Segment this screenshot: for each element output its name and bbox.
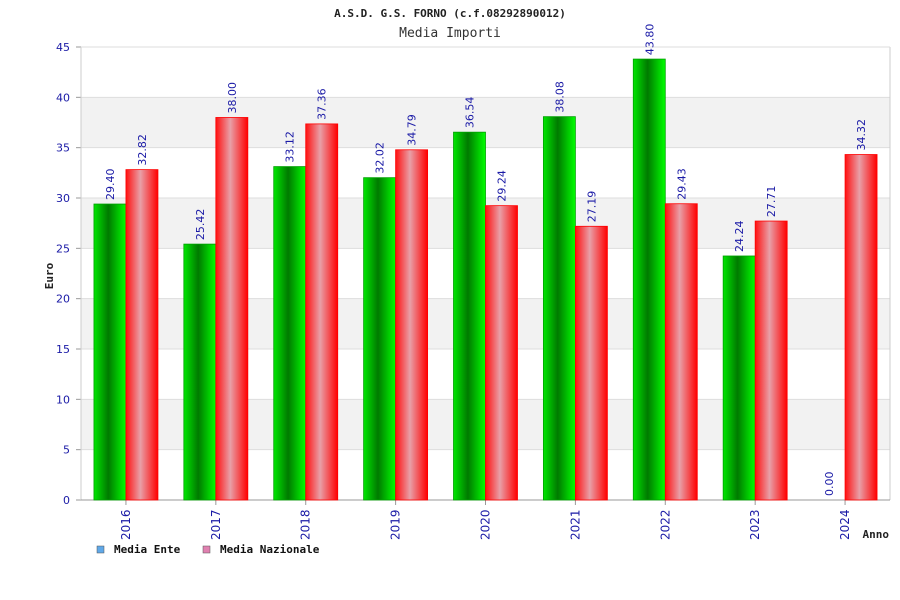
grid-band xyxy=(81,47,890,98)
x-tick-label-2019: 2019 xyxy=(389,509,403,540)
y-tick-label: 45 xyxy=(56,41,70,54)
y-tick-label: 25 xyxy=(56,242,70,255)
bar-media-ente-2020 xyxy=(453,131,486,501)
x-tick-label-2024: 2024 xyxy=(838,509,852,540)
data-label-media-ente-2023: 24.24 xyxy=(733,220,746,252)
x-tick-label-2018: 2018 xyxy=(299,509,313,540)
data-label-media-nazionale-2017: 38.00 xyxy=(226,82,239,113)
legend-swatch-media-nazionale xyxy=(202,545,211,554)
data-label-media-nazionale-2019: 34.79 xyxy=(406,114,419,146)
legend-swatch-media-ente xyxy=(96,545,105,554)
data-label-media-ente-2016: 29.40 xyxy=(104,169,117,201)
data-label-media-ente-2017: 25.42 xyxy=(194,209,207,241)
data-label-media-nazionale-2016: 32.82 xyxy=(136,134,149,166)
chart-title: A.S.D. G.S. FORNO (c.f.08292890012) xyxy=(334,7,566,20)
data-label-media-ente-2022: 43.80 xyxy=(643,24,656,56)
y-tick-label: 35 xyxy=(56,142,70,155)
bar-media-ente-2019 xyxy=(363,177,397,501)
legend-label-media-ente: Media Ente xyxy=(114,543,181,556)
y-tick-label: 20 xyxy=(56,293,70,306)
y-tick-label: 15 xyxy=(56,343,70,356)
bar-media-ente-2023 xyxy=(722,255,756,501)
bar-media-nazionale-2022 xyxy=(664,203,698,501)
bar-media-nazionale-2016 xyxy=(125,169,159,501)
bar-media-nazionale-2020 xyxy=(485,205,518,501)
data-label-media-nazionale-2024: 34.32 xyxy=(855,119,868,151)
x-tick-label-2017: 2017 xyxy=(209,509,223,540)
bar-media-ente-2017 xyxy=(183,243,217,501)
data-label-media-nazionale-2022: 29.43 xyxy=(675,168,688,200)
bar-media-nazionale-2019 xyxy=(395,149,429,501)
bar-media-nazionale-2018 xyxy=(305,123,339,501)
bar-media-nazionale-2023 xyxy=(754,220,788,501)
data-label-media-ente-2024: 0.00 xyxy=(823,472,836,497)
bar-media-ente-2022 xyxy=(632,58,666,501)
x-axis-label: Anno xyxy=(863,528,890,541)
data-label-media-nazionale-2023: 27.71 xyxy=(765,186,778,218)
y-tick-label: 30 xyxy=(56,192,70,205)
bar-media-ente-2018 xyxy=(273,166,307,501)
y-tick-label: 40 xyxy=(56,91,70,104)
bar-media-nazionale-2017 xyxy=(215,117,249,501)
data-labels: 29.40 32.82 25.42 38.00 33.12 37.36 32.02 34.79… xyxy=(104,24,868,496)
chart-subtitle: Media Importi xyxy=(399,26,501,41)
bar-media-nazionale-2021 xyxy=(574,225,608,501)
data-label-media-ente-2021: 38.08 xyxy=(553,81,566,113)
bars xyxy=(93,58,878,501)
y-tick-label: 5 xyxy=(63,444,70,457)
data-label-media-nazionale-2021: 27.19 xyxy=(585,191,598,223)
data-label-media-ente-2019: 32.02 xyxy=(374,142,387,174)
x-tick-label-2022: 2022 xyxy=(658,509,672,540)
x-tick-labels: 2016 2017 2018 2019 2020 2021 2022 2023 2024 xyxy=(119,509,852,540)
data-label-media-nazionale-2020: 29.24 xyxy=(496,170,509,202)
x-tick-label-2020: 2020 xyxy=(479,509,493,540)
y-tick-label: 0 xyxy=(63,494,70,507)
x-tick-label-2016: 2016 xyxy=(119,509,133,540)
x-tick-label-2021: 2021 xyxy=(568,509,582,540)
y-axis-label: Euro xyxy=(43,262,56,289)
bar-media-ente-2016 xyxy=(93,203,127,501)
legend: Media Ente Media Nazionale xyxy=(96,543,320,556)
x-tick-label-2023: 2023 xyxy=(748,509,762,540)
data-label-media-ente-2018: 33.12 xyxy=(284,131,297,163)
data-label-media-ente-2020: 36.54 xyxy=(464,97,477,129)
bar-media-nazionale-2024 xyxy=(844,154,878,501)
legend-label-media-nazionale: Media Nazionale xyxy=(220,543,320,556)
bar-media-ente-2021 xyxy=(542,116,576,501)
data-label-media-nazionale-2018: 37.36 xyxy=(316,88,329,120)
y-tick-label: 10 xyxy=(56,393,70,406)
y-tick-labels: 0 5 10 15 20 25 30 35 40 45 xyxy=(56,41,70,507)
